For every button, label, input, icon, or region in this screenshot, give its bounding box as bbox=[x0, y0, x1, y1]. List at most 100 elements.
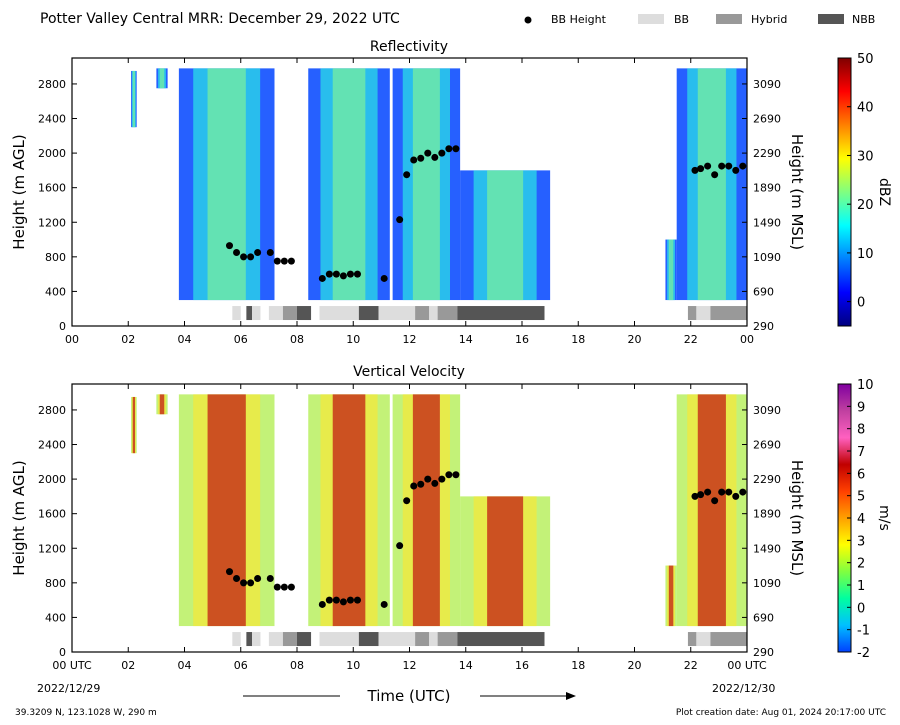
bb-height-point bbox=[226, 568, 233, 576]
x-tick-label: 06 bbox=[234, 333, 248, 346]
reflectivity-colorbar-label: dBZ bbox=[876, 178, 892, 206]
y-tick-label: 2000 bbox=[38, 473, 66, 486]
bb-height-point bbox=[725, 488, 733, 496]
y-tick-label: 800 bbox=[45, 577, 66, 590]
bb-type-segment-hybrid bbox=[415, 632, 430, 647]
colorbar-tick-label: 4 bbox=[857, 512, 865, 527]
y-right-tick-label: 3090 bbox=[753, 404, 781, 417]
bb-height-point bbox=[273, 257, 281, 265]
y-tick-label: 2800 bbox=[38, 78, 66, 91]
y-right-tick-label: 690 bbox=[753, 611, 774, 624]
bb-type-segment-bb bbox=[268, 632, 283, 647]
legend-bb-height-label: BB Height bbox=[551, 13, 607, 26]
bb-type-segment-bb bbox=[378, 306, 416, 321]
bb-height-point bbox=[691, 492, 699, 500]
x-tick-label: 14 bbox=[459, 659, 473, 672]
y-tick-label: 0 bbox=[59, 646, 66, 659]
colorbar-tick-label: 1 bbox=[857, 579, 865, 594]
bb-type-segment-nbb bbox=[297, 306, 312, 321]
bb-type-segment-nbb bbox=[457, 306, 545, 321]
bb-type-segment-hybrid bbox=[282, 306, 297, 321]
bb-type-segment-bb bbox=[232, 632, 241, 647]
y-right-tick-label: 2290 bbox=[753, 147, 781, 160]
bb-height-point bbox=[396, 542, 404, 550]
y-tick-label: 400 bbox=[45, 285, 66, 298]
legend-hybrid-swatch bbox=[716, 14, 742, 24]
bb-height-point bbox=[396, 216, 404, 224]
reflectivity-bb-type-bar bbox=[232, 306, 747, 321]
bb-height-point bbox=[697, 491, 705, 499]
x-tick-label: 06 bbox=[234, 659, 248, 672]
bb-height-point bbox=[247, 253, 255, 261]
bb-height-point bbox=[318, 274, 326, 282]
bb-height-point bbox=[403, 171, 411, 179]
bb-height-point bbox=[280, 257, 288, 265]
legend: BB Height BB Hybrid NBB bbox=[524, 13, 875, 26]
colorbar-tick-label: 7 bbox=[857, 445, 865, 460]
y-right-tick-label: 690 bbox=[753, 285, 774, 298]
bb-height-point bbox=[431, 479, 439, 487]
x-tick-label: 10 bbox=[346, 333, 360, 346]
bb-type-segment-bb bbox=[268, 306, 283, 321]
reflectivity-field bbox=[131, 68, 747, 301]
bb-type-segment-hybrid bbox=[687, 306, 697, 321]
y-tick-label: 0 bbox=[59, 320, 66, 333]
y-right-tick-label: 2290 bbox=[753, 473, 781, 486]
bb-height-point bbox=[240, 253, 248, 261]
y-right-tick-label: 1890 bbox=[753, 508, 781, 521]
bb-height-point bbox=[438, 149, 446, 157]
x-tick-label: 12 bbox=[403, 659, 417, 672]
colorbar-tick-label: 10 bbox=[857, 247, 874, 262]
colorbar-tick-label: -2 bbox=[857, 646, 870, 661]
x-tick-label: 16 bbox=[515, 333, 529, 346]
colorbar-tick-label: 6 bbox=[857, 467, 865, 482]
x-tick-label: 08 bbox=[290, 659, 304, 672]
colorbar-tick-label: 3 bbox=[857, 534, 865, 549]
y-tick-label: 1600 bbox=[38, 508, 66, 521]
x-tick-label: 00 bbox=[65, 333, 79, 346]
legend-hybrid-label: Hybrid bbox=[751, 13, 787, 26]
y-tick-label: 2400 bbox=[38, 113, 66, 126]
colorbar-tick-label: 50 bbox=[857, 52, 874, 67]
y-right-tick-label: 1490 bbox=[753, 216, 781, 229]
reflectivity-colorbar bbox=[837, 57, 852, 327]
bb-height-point bbox=[325, 270, 333, 278]
reflectivity-axes: 00 02 04 06 08 10 12 14 16 18 20 22 0004008001200160… bbox=[38, 58, 781, 346]
bb-type-segment-bb bbox=[429, 632, 438, 647]
bb-height-point bbox=[725, 162, 733, 170]
bb-height-point bbox=[739, 162, 747, 170]
velocity-title: Vertical Velocity bbox=[353, 364, 465, 380]
bb-height-point bbox=[704, 488, 712, 496]
bb-type-segment-bb bbox=[252, 632, 261, 647]
time-arrow-head bbox=[566, 692, 576, 700]
colorbar-tick-label: 2 bbox=[857, 557, 865, 572]
bb-height-point bbox=[452, 145, 460, 153]
colorbar-tick-label: 40 bbox=[857, 101, 874, 116]
reflectivity-bb-height-dots bbox=[226, 145, 747, 282]
creation-date-text: Plot creation date: Aug 01, 2024 20:17:0… bbox=[676, 708, 886, 718]
bb-type-segment-nbb bbox=[246, 632, 252, 647]
y-right-tick-label: 2690 bbox=[753, 439, 781, 452]
bb-type-segment-bb bbox=[696, 306, 711, 321]
bb-height-point bbox=[410, 482, 418, 490]
bb-height-point bbox=[445, 471, 453, 479]
x-tick-label: 02 bbox=[121, 333, 135, 346]
reflectivity-panel: Reflectivity 00 02 04 06 08 10 12 14 16 18 20 22 000… bbox=[10, 39, 892, 346]
bb-height-point bbox=[266, 249, 274, 257]
bb-height-point bbox=[410, 156, 418, 164]
bb-height-point bbox=[424, 475, 432, 483]
y-right-tick-label: 1490 bbox=[753, 542, 781, 555]
x-tick-label: 10 bbox=[346, 659, 360, 672]
bb-height-point bbox=[718, 162, 726, 170]
bb-height-point bbox=[445, 145, 453, 153]
bb-height-point bbox=[697, 165, 705, 173]
bb-height-point bbox=[732, 166, 740, 174]
bb-height-point bbox=[233, 575, 241, 583]
y-tick-label: 2400 bbox=[38, 439, 66, 452]
colorbar-tick-label: 30 bbox=[857, 149, 874, 164]
x-tick-label: 22 bbox=[684, 333, 698, 346]
x-tick-label: 16 bbox=[515, 659, 529, 672]
bb-height-point bbox=[247, 579, 255, 587]
bb-type-segment-bb bbox=[252, 306, 261, 321]
